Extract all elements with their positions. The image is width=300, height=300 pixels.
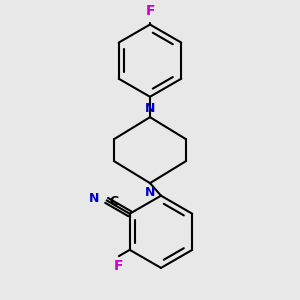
Text: N: N bbox=[89, 192, 100, 205]
Text: F: F bbox=[145, 4, 155, 18]
Text: N: N bbox=[145, 102, 155, 115]
Text: C: C bbox=[110, 196, 119, 208]
Text: F: F bbox=[114, 259, 124, 273]
Text: N: N bbox=[145, 186, 155, 199]
